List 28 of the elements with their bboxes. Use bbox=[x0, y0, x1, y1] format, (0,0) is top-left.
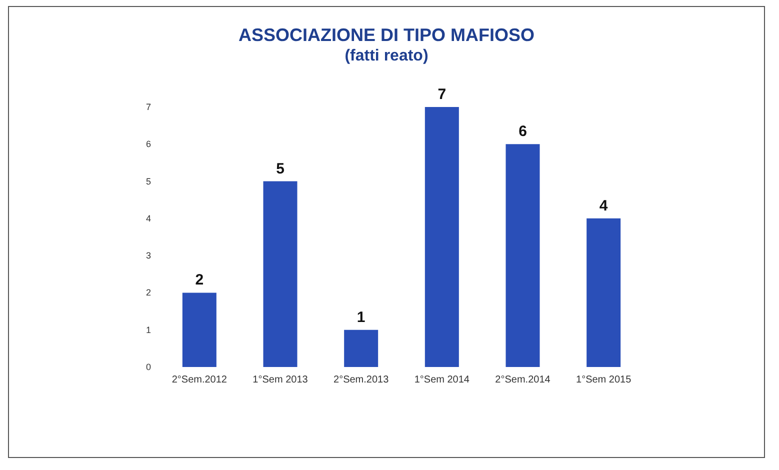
y-tick-label: 3 bbox=[146, 250, 151, 261]
chart-subtitle: (fatti reato) bbox=[344, 48, 428, 64]
x-tick-label: 1°Sem 2013 bbox=[252, 374, 308, 386]
bar bbox=[182, 292, 216, 367]
y-tick-label: 1 bbox=[146, 324, 151, 335]
data-label: 7 bbox=[438, 86, 446, 103]
y-tick-label: 4 bbox=[146, 213, 151, 224]
x-tick-label: 1°Sem 2015 bbox=[576, 374, 632, 386]
y-tick-label: 2 bbox=[146, 288, 151, 298]
data-label: 4 bbox=[599, 197, 608, 214]
bar bbox=[586, 218, 621, 367]
chart-title: ASSOCIAZIONE DI TIPO MAFIOSO bbox=[238, 25, 535, 45]
x-tick-label: 1°Sem 2014 bbox=[414, 374, 470, 386]
bar bbox=[344, 330, 378, 367]
y-tick-label: 6 bbox=[146, 139, 151, 150]
x-tick-label: 2°Sem.2012 bbox=[172, 374, 228, 386]
data-label: 1 bbox=[356, 308, 366, 326]
bar bbox=[424, 107, 459, 367]
y-tick-label: 7 bbox=[146, 102, 151, 112]
y-tick-label: 0 bbox=[146, 362, 151, 372]
data-label: 2 bbox=[195, 272, 204, 289]
bar bbox=[263, 181, 298, 367]
data-label: 5 bbox=[276, 160, 284, 178]
data-label: 6 bbox=[518, 123, 527, 140]
y-tick-label: 5 bbox=[146, 176, 151, 186]
x-tick-label: 2°Sem.2014 bbox=[495, 374, 551, 386]
x-tick-label: 2°Sem.2013 bbox=[334, 374, 390, 386]
bar bbox=[506, 144, 540, 367]
